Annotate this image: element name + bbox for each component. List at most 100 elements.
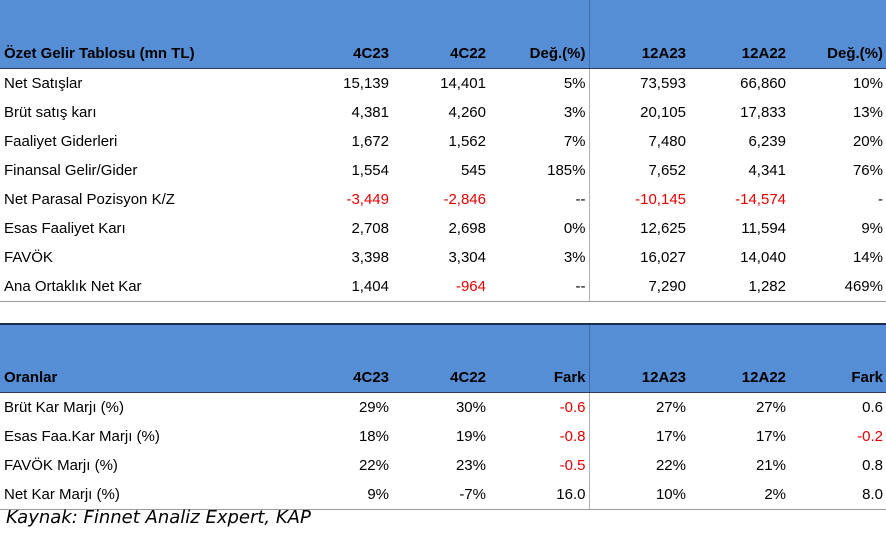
column-header: 12A23 — [589, 323, 689, 393]
table-cell: 14,040 — [740, 249, 786, 266]
table-cell: 27% — [755, 399, 786, 416]
row-label: Finansal Gelir/Gider — [4, 162, 138, 179]
table-cell: 14% — [852, 249, 883, 266]
table-cell: 19% — [455, 428, 486, 445]
table-cell: 7,652 — [648, 162, 686, 179]
table-cell: 5% — [489, 68, 590, 98]
table-cell: 3,398 — [351, 249, 389, 266]
column-header: Fark — [489, 323, 590, 393]
table-row: Brüt satış karı 4,381 4,260 3% 20,105 17,833 1… — [0, 98, 886, 127]
header-row: Özet Gelir Tablosu (mn TL) 4C23 4C22 Değ.(%… — [0, 0, 886, 69]
table-cell: 13% — [852, 104, 883, 121]
table-cell: 10% — [589, 480, 689, 510]
table-cell: 545 — [460, 162, 486, 179]
row-label: Net Satışlar — [4, 75, 83, 92]
column-header: Değ.(%) — [789, 0, 886, 69]
table-cell: -- — [489, 185, 590, 214]
table-row: Net Parasal Pozisyon K/Z -3,449 -2,846 -- -1… — [0, 185, 886, 214]
header-title: Oranlar — [0, 323, 295, 393]
table-cell: 9% — [295, 480, 392, 510]
table-cell: - — [878, 191, 883, 208]
table-cell: 17% — [655, 428, 686, 445]
table-cell: 2,708 — [351, 220, 389, 237]
table-row: Esas Faaliyet Karı 2,708 2,698 0% 12,625 11,5… — [0, 214, 886, 243]
table-cell: 1,554 — [351, 162, 389, 179]
table-cell: 185% — [489, 156, 590, 185]
column-header: 4C23 — [295, 0, 392, 69]
header-title: Özet Gelir Tablosu (mn TL) — [0, 0, 295, 69]
row-label: Brüt Kar Marjı (%) — [4, 399, 125, 416]
table-cell: -3,449 — [346, 191, 389, 208]
table-cell: 22% — [655, 457, 686, 474]
table-cell: 4,381 — [351, 104, 389, 121]
table-cell: 7,290 — [589, 272, 689, 302]
table-cell: 21% — [755, 457, 786, 474]
table-cell: 20,105 — [640, 104, 686, 121]
table-cell: 66,860 — [740, 75, 786, 92]
table-cell: 7% — [489, 127, 590, 156]
table-row: Ana Ortaklık Net Kar 1,404 -964 -- 7,290 1,28… — [0, 272, 886, 302]
row-label: FAVÖK Marjı (%) — [4, 457, 118, 474]
table-cell: -964 — [392, 272, 489, 302]
table-cell: -- — [489, 272, 590, 302]
table-row: FAVÖK Marjı (%) 22% 23% -0.5 22% 21% 0.8 — [0, 451, 886, 480]
table-cell: 23% — [455, 457, 486, 474]
row-label: Net Parasal Pozisyon K/Z — [4, 191, 175, 208]
table-row: Net Satışlar 15,139 14,401 5% 73,593 66,860 10… — [0, 68, 886, 98]
column-header: 12A22 — [689, 323, 789, 393]
table-cell: 1,404 — [295, 272, 392, 302]
table-cell: 0.8 — [862, 457, 883, 474]
table-cell: 0% — [489, 214, 590, 243]
row-label: Esas Faaliyet Karı — [4, 220, 126, 237]
row-label: Ana Ortaklık Net Kar — [0, 272, 295, 302]
table-cell: 2% — [689, 480, 789, 510]
table-cell: 4,260 — [448, 104, 486, 121]
table-cell: 4,341 — [748, 162, 786, 179]
table-cell: 469% — [789, 272, 886, 302]
table-cell: -10,145 — [635, 191, 686, 208]
table-cell: 8.0 — [789, 480, 886, 510]
table-cell: -14,574 — [735, 191, 786, 208]
table-cell: 27% — [655, 399, 686, 416]
table-cell: 76% — [852, 162, 883, 179]
table-cell: 1,282 — [689, 272, 789, 302]
table-row: Faaliyet Giderleri 1,672 1,562 7% 7,480 6,239… — [0, 127, 886, 156]
table-cell: 1,672 — [351, 133, 389, 150]
table-row: Brüt Kar Marjı (%) 29% 30% -0.6 27% 27% 0.6 — [0, 392, 886, 422]
table-cell: 16.0 — [489, 480, 590, 510]
table-cell: 17% — [755, 428, 786, 445]
header-row: Oranlar 4C23 4C22 Fark 12A23 12A22 Fark — [0, 323, 886, 393]
table-cell: 1,562 — [448, 133, 486, 150]
income-statement-table: Özet Gelir Tablosu (mn TL) 4C23 4C22 Değ.(%… — [0, 0, 886, 302]
table-cell: 10% — [852, 75, 883, 92]
table-row: FAVÖK 3,398 3,304 3% 16,027 14,040 14% — [0, 243, 886, 272]
table-cell: 12,625 — [640, 220, 686, 237]
column-header: Fark — [789, 323, 886, 393]
row-label: Brüt satış karı — [4, 104, 97, 121]
column-header: 4C22 — [392, 323, 489, 393]
table-cell: 11,594 — [741, 220, 786, 237]
table-cell: 16,027 — [640, 249, 686, 266]
column-header: 12A22 — [689, 0, 789, 69]
table-cell: 18% — [358, 428, 389, 445]
table-cell: 17,833 — [740, 104, 786, 121]
column-header: 12A23 — [589, 0, 689, 69]
table-cell: 2,698 — [448, 220, 486, 237]
table-cell: -0.8 — [489, 422, 590, 451]
table-cell: 20% — [852, 133, 883, 150]
table-row: Net Kar Marjı (%) 9% -7% 16.0 10% 2% 8.0 — [0, 480, 886, 510]
ratios-table: Oranlar 4C23 4C22 Fark 12A23 12A22 Fark Brüt Ka… — [0, 323, 886, 510]
column-header: 4C23 — [295, 323, 392, 393]
table-cell: 3,304 — [448, 249, 486, 266]
table-cell: 3% — [489, 243, 590, 272]
table-cell: 3% — [489, 98, 590, 127]
table-cell: 15,139 — [343, 75, 389, 92]
table-cell: -0.2 — [857, 428, 883, 445]
table-cell: 6,239 — [748, 133, 786, 150]
table-cell: 9% — [861, 220, 883, 237]
table-cell: 7,480 — [648, 133, 686, 150]
table-cell: 0.6 — [862, 399, 883, 416]
table-cell: -2,846 — [443, 191, 486, 208]
source-caption: Kaynak: Finnet Analiz Expert, KAP — [6, 507, 311, 528]
table-cell: 73,593 — [640, 75, 686, 92]
